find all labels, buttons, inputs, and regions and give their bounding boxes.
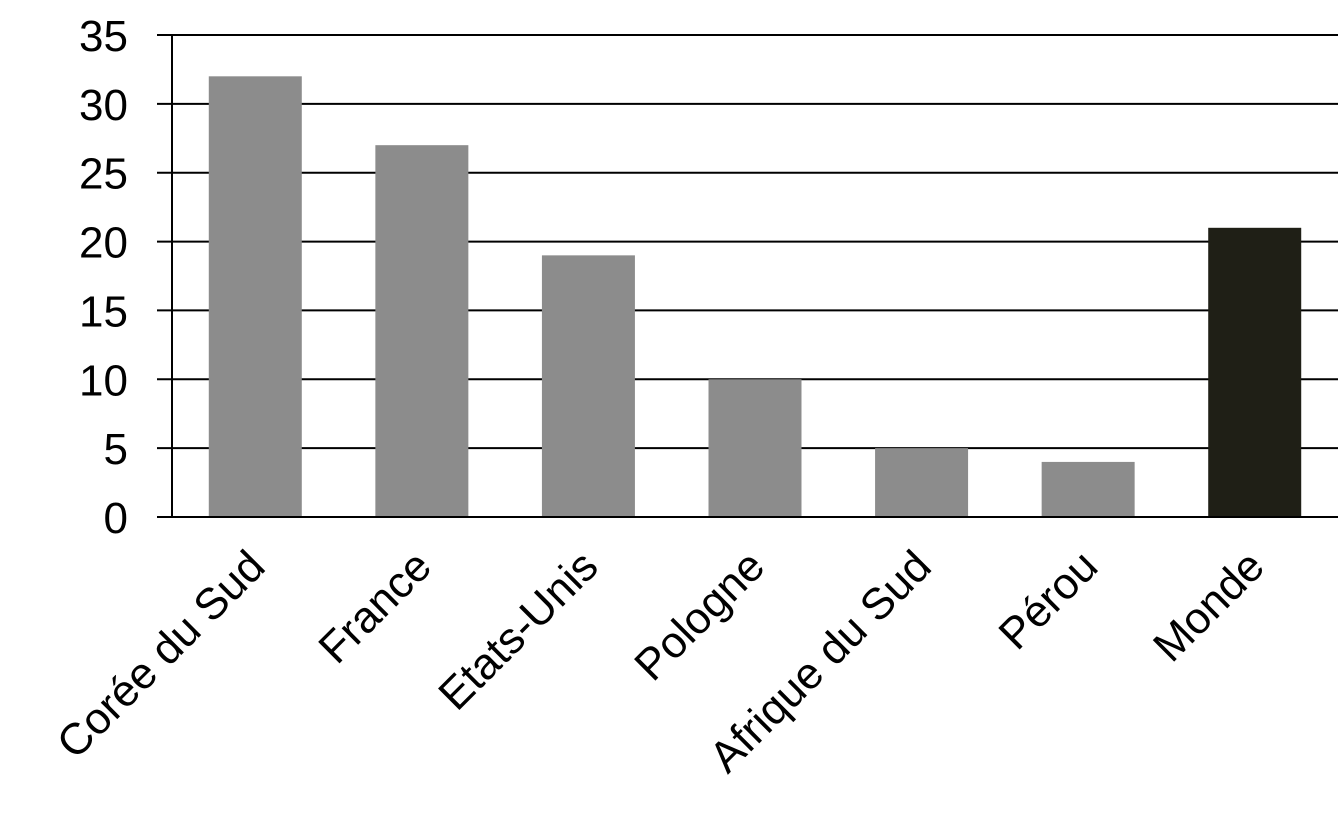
y-axis-ticks: 0 5 10 15 20 25 30 35: [79, 12, 128, 543]
category-label: Corée du Sud: [48, 541, 275, 768]
y-tick-label: 30: [79, 81, 128, 130]
bar-afrique-du-sud: [875, 448, 969, 517]
y-tick-label: 35: [79, 12, 128, 61]
y-tick-label: 15: [79, 287, 128, 336]
bars: [208, 76, 1302, 518]
bar-pologne: [708, 379, 802, 517]
bar-monde: [1208, 227, 1302, 518]
bar-etats-unis: [541, 255, 635, 518]
y-tick-label: 25: [79, 150, 128, 199]
bar-pérou: [1041, 461, 1135, 517]
y-tick-label: 20: [79, 219, 128, 268]
category-label: Monde: [1144, 541, 1274, 671]
category-label: Etats-Unis: [429, 541, 607, 719]
bar-corée-du-sud: [208, 76, 302, 518]
y-tick-label: 5: [104, 425, 128, 474]
y-tick-label: 0: [104, 494, 128, 543]
bar-france: [375, 145, 469, 517]
y-tick-label: 10: [79, 356, 128, 405]
category-label: Pologne: [625, 541, 774, 690]
category-label: Pérou: [990, 541, 1108, 659]
category-label: France: [309, 541, 440, 672]
